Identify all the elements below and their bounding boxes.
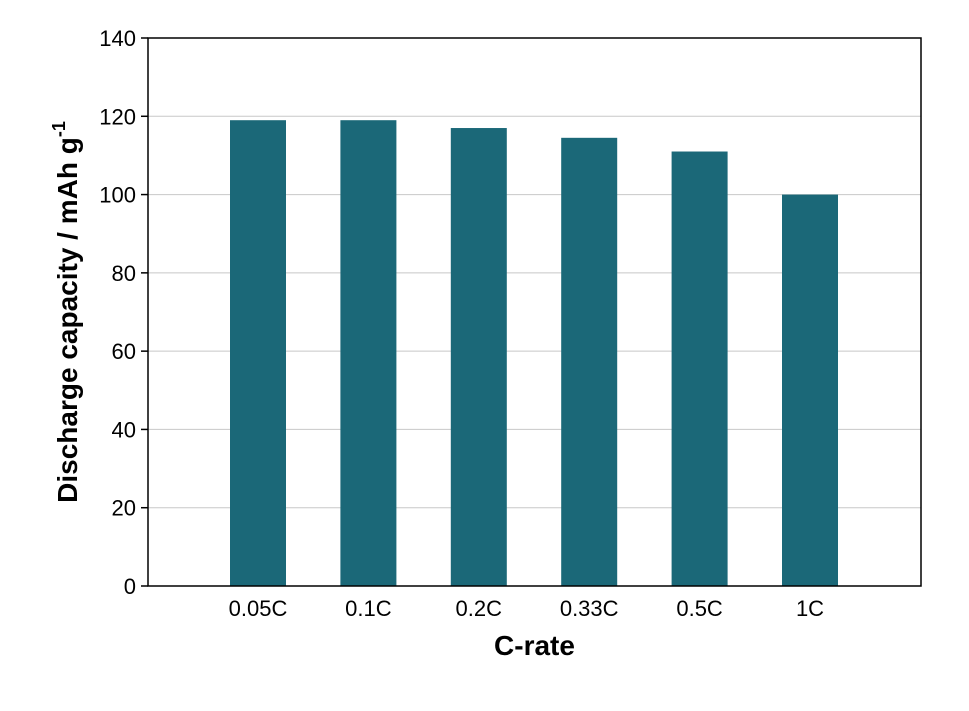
y-tick-label: 0: [124, 574, 136, 599]
x-tick-label: 0.1C: [345, 596, 392, 621]
x-tick-label: 0.5C: [676, 596, 723, 621]
bar-0.33C: [561, 137, 618, 587]
y-axis-title-superscript: -1: [49, 121, 69, 137]
x-tick-label: 0.05C: [229, 596, 288, 621]
x-tick-label: 0.2C: [456, 596, 503, 621]
bars: [230, 120, 838, 587]
bar-0.5C: [671, 151, 728, 586]
bar-1C: [782, 194, 838, 587]
plot-frame: [147, 37, 922, 587]
y-axis-title: Discharge capacity / mAh g-1: [49, 121, 83, 503]
y-axis-ticks: 0 20 40 60 80 100 120 140: [99, 26, 148, 599]
y-tick-label: 100: [99, 183, 136, 208]
y-tick-label: 120: [99, 104, 136, 129]
bar-0.05C: [230, 120, 286, 586]
y-tick-label: 80: [112, 261, 136, 286]
bar-0.2C: [450, 128, 507, 586]
y-tick-label: 20: [112, 496, 136, 521]
y-axis-title-main: Discharge capacity / mAh g: [52, 137, 83, 503]
y-tick-label: 60: [112, 339, 136, 364]
y-tick-label: 140: [99, 26, 136, 51]
x-tick-label: 1C: [796, 596, 824, 621]
x-tick-label: 0.33C: [560, 596, 619, 621]
bar-0.1C: [340, 120, 397, 586]
y-tick-label: 40: [112, 417, 136, 442]
x-axis-title: C-rate: [494, 630, 575, 661]
x-axis-ticks: 0.05C 0.1C 0.2C 0.33C 0.5C 1C: [229, 596, 825, 621]
